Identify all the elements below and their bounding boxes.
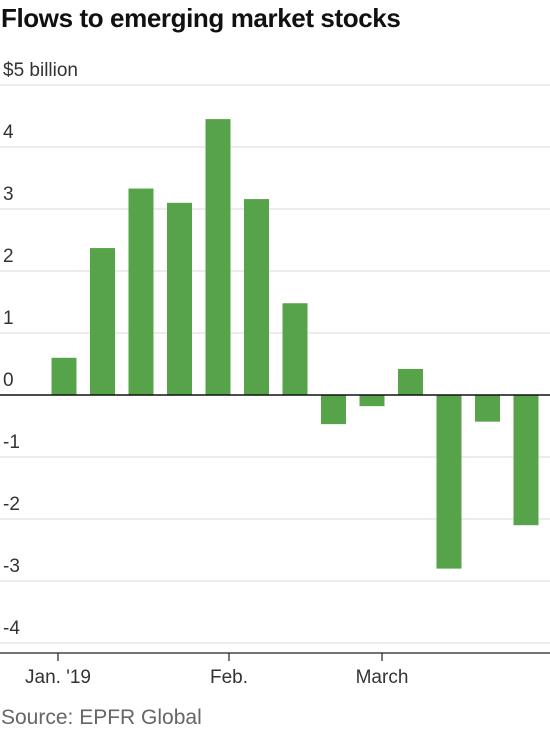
y-tick-label: -2 bbox=[3, 494, 20, 515]
y-axis-tick-labels: -4 -3 -2 -1 0 1 2 3 4 $5 billion bbox=[3, 60, 78, 639]
source-note: Source: EPFR Global bbox=[1, 706, 202, 729]
x-tick-label: Jan. '19 bbox=[25, 667, 91, 688]
y-tick-label: -3 bbox=[3, 556, 20, 577]
y-tick-label: 1 bbox=[3, 308, 14, 329]
y-tick-label: 3 bbox=[3, 184, 14, 205]
y-tick-label: 4 bbox=[3, 122, 14, 143]
bar bbox=[282, 303, 308, 395]
x-tick-label: Feb. bbox=[210, 667, 248, 688]
bar-chart: -4 -3 -2 -1 0 1 2 3 4 $5 billion Jan. '19 Feb. Marc… bbox=[0, 60, 550, 688]
chart-title: Flows to emerging market stocks bbox=[1, 3, 401, 33]
bar bbox=[359, 395, 385, 407]
bar bbox=[205, 119, 231, 395]
bar bbox=[128, 188, 154, 395]
y-unit-label: $5 billion bbox=[3, 60, 78, 81]
x-axis: Jan. '19 Feb. March bbox=[0, 652, 550, 688]
bar bbox=[321, 395, 346, 425]
y-tick-label: 0 bbox=[3, 370, 14, 391]
bar bbox=[475, 395, 500, 422]
bar bbox=[167, 202, 192, 395]
bar bbox=[513, 395, 539, 526]
bar bbox=[436, 395, 462, 569]
bars bbox=[51, 119, 539, 569]
bar bbox=[244, 199, 269, 395]
bar bbox=[51, 357, 77, 395]
bar bbox=[90, 248, 115, 395]
y-tick-label: -4 bbox=[3, 618, 20, 639]
gridlines bbox=[0, 84, 550, 644]
bar bbox=[398, 368, 423, 395]
y-tick-label: 2 bbox=[3, 246, 14, 267]
y-tick-label: -1 bbox=[3, 432, 20, 453]
x-tick-label: March bbox=[356, 667, 409, 688]
